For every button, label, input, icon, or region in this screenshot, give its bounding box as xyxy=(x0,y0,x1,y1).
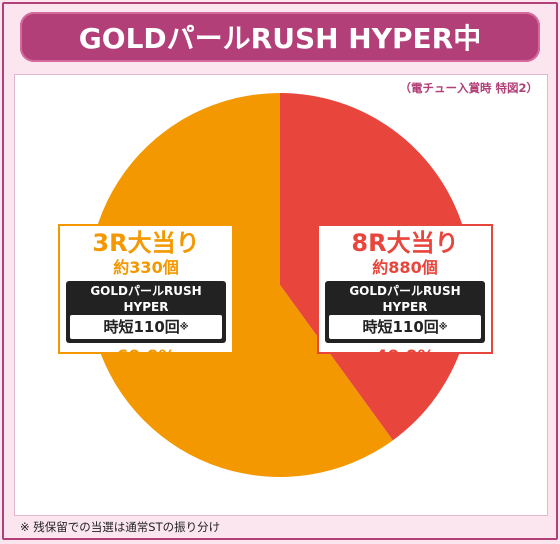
label-8r-approx: 約880個 xyxy=(372,258,438,277)
page-title: GOLDパールRUSH HYPER中 xyxy=(78,22,482,55)
label-3r-mode-box: GOLDパールRUSH HYPER 時短110回※ xyxy=(66,281,226,343)
title-bar: GOLDパールRUSH HYPER中 xyxy=(20,12,540,62)
subnote: （電チュー入賞時 特図2） xyxy=(399,81,538,95)
label-8r-mode-box: GOLDパールRUSH HYPER 時短110回※ xyxy=(325,281,485,343)
label-8r-title: 8R大当り xyxy=(351,229,459,257)
label-3r-jitan-box: 時短110回※ xyxy=(70,315,222,339)
label-8r-mark: ※ xyxy=(438,322,448,333)
label-8r-percent: 40.0% xyxy=(375,347,435,367)
label-3r-jitan: 時短110回 xyxy=(103,318,180,336)
label-8r: 8R大当り 約880個 GOLDパールRUSH HYPER 時短110回※ 40… xyxy=(317,224,493,367)
footnote: ※ 残保留での当選は通常STの振り分け xyxy=(20,520,221,534)
label-3r-title: 3R大当り xyxy=(92,229,200,257)
label-8r-mode: GOLDパールRUSH HYPER xyxy=(349,284,461,314)
pie-slice-3r xyxy=(88,93,393,477)
label-3r-percent: 60.0% xyxy=(116,347,176,367)
label-3r-mark: ※ xyxy=(179,322,189,333)
label-3r-mode: GOLDパールRUSH HYPER xyxy=(90,284,202,314)
label-8r-jitan-box: 時短110回※ xyxy=(329,315,481,339)
label-8r-jitan: 時短110回 xyxy=(362,318,439,336)
label-3r-approx: 約330個 xyxy=(113,258,179,277)
label-3r: 3R大当り 約330個 GOLDパールRUSH HYPER 時短110回※ 60… xyxy=(58,224,234,367)
